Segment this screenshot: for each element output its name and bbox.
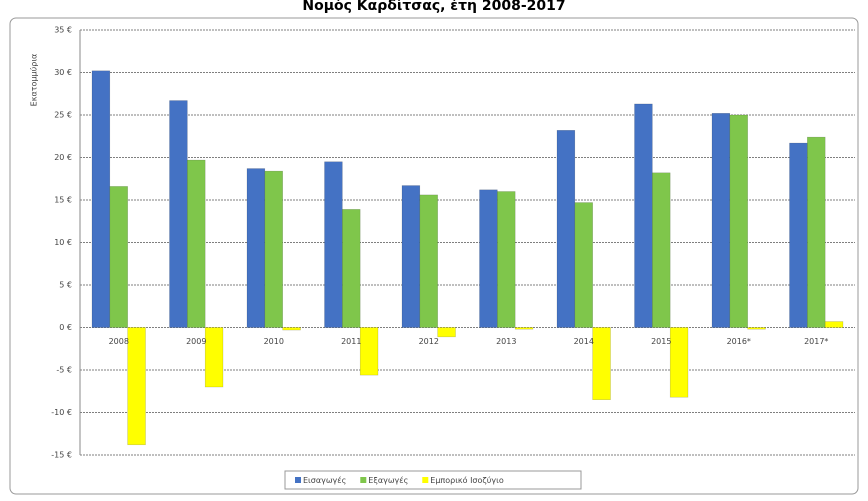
y-tick-label: 10 € xyxy=(54,238,72,247)
x-tick-label: 2009 xyxy=(186,337,206,346)
y-tick-label: -10 € xyxy=(51,408,72,417)
bar xyxy=(169,100,188,328)
bar xyxy=(282,327,301,331)
bar xyxy=(807,136,826,328)
legend-label: Εξαγωγές xyxy=(368,475,408,485)
bar xyxy=(246,168,266,328)
x-tick-label: 2010 xyxy=(264,337,284,346)
bar xyxy=(342,209,361,328)
bar xyxy=(437,327,456,338)
legend-swatch xyxy=(360,477,367,483)
x-tick-label: 2015 xyxy=(651,337,671,346)
bar xyxy=(359,327,379,376)
bar xyxy=(652,172,671,328)
bar xyxy=(204,327,224,388)
bar xyxy=(187,159,206,328)
legend xyxy=(284,470,582,490)
bar xyxy=(127,327,146,446)
bar xyxy=(789,142,808,328)
y-tick-label: -5 € xyxy=(56,366,72,375)
bar xyxy=(264,170,283,328)
y-tick-label: 30 € xyxy=(54,68,72,77)
bar xyxy=(401,185,421,328)
bar xyxy=(324,161,343,328)
bar xyxy=(109,186,128,328)
bar xyxy=(711,113,731,328)
x-tick-label: 2016* xyxy=(727,337,751,346)
x-tick-label: 2013 xyxy=(496,337,516,346)
y-tick-label: 25 € xyxy=(54,111,72,120)
bar xyxy=(479,189,498,328)
bar xyxy=(419,194,438,328)
y-tick-label: -15 € xyxy=(51,451,72,460)
chart-title: Νομός Καρδίτσας, έτη 2008-2017 xyxy=(302,0,565,14)
y-axis-label: Εκατομμύρια xyxy=(29,54,39,107)
y-tick-label: 5 € xyxy=(59,281,72,290)
bar xyxy=(634,103,653,328)
bar xyxy=(497,191,516,328)
bar xyxy=(592,327,611,400)
legend-swatch xyxy=(422,477,429,483)
bar xyxy=(747,327,766,330)
y-tick-label: 15 € xyxy=(54,196,72,205)
y-tick-label: 0 € xyxy=(59,323,72,332)
x-tick-label: 2011 xyxy=(341,337,361,346)
legend-label: Εισαγωγές xyxy=(303,475,346,485)
y-tick-label: 35 € xyxy=(54,26,72,35)
bar xyxy=(556,130,576,328)
bar xyxy=(514,327,534,330)
x-tick-label: 2012 xyxy=(419,337,439,346)
bar xyxy=(824,321,844,328)
x-tick-label: 2008 xyxy=(109,337,129,346)
bar xyxy=(669,327,689,398)
x-tick-label: 2017* xyxy=(804,337,828,346)
bar xyxy=(91,70,111,328)
legend-label: Εμπορικό Ισοζύγιο xyxy=(430,475,504,485)
y-tick-label: 20 € xyxy=(54,153,72,162)
x-tick-label: 2014 xyxy=(574,337,594,346)
legend-swatch xyxy=(295,477,301,483)
bar xyxy=(729,114,748,328)
bar xyxy=(574,202,593,328)
